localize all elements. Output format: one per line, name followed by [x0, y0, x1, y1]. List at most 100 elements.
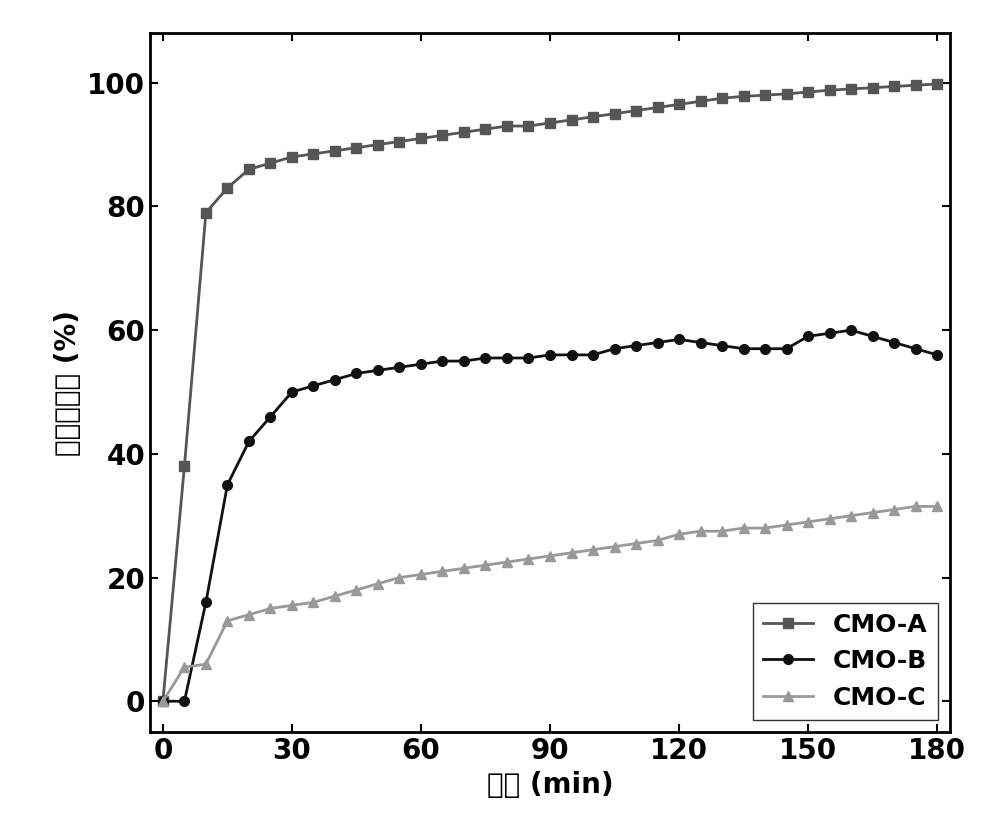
CMO-B	[845, 325, 857, 335]
CMO-A	[845, 84, 857, 94]
CMO-B	[350, 369, 362, 379]
CMO-C	[716, 526, 728, 536]
CMO-B	[264, 412, 276, 422]
CMO-B	[931, 350, 943, 360]
CMO-A	[544, 118, 556, 128]
CMO-B	[393, 362, 405, 372]
CMO-C	[329, 591, 341, 601]
CMO-A	[329, 146, 341, 156]
CMO-C	[910, 502, 922, 512]
CMO-A	[587, 111, 599, 121]
CMO-C	[845, 511, 857, 521]
CMO-A	[501, 121, 513, 131]
CMO-A	[695, 97, 707, 106]
CMO-B	[372, 365, 384, 375]
CMO-A	[738, 92, 750, 102]
Line: CMO-B: CMO-B	[158, 325, 942, 706]
CMO-A	[350, 143, 362, 153]
CMO-A	[910, 80, 922, 90]
CMO-B	[910, 344, 922, 354]
CMO-C	[286, 601, 298, 611]
CMO-A	[221, 183, 233, 193]
CMO-A	[566, 115, 578, 125]
CMO-A	[888, 82, 900, 92]
CMO-C	[673, 529, 685, 539]
X-axis label: 时间 (min): 时间 (min)	[487, 770, 613, 799]
CMO-C	[824, 514, 836, 524]
CMO-C	[738, 523, 750, 533]
CMO-B	[652, 338, 664, 348]
CMO-C	[264, 603, 276, 613]
CMO-B	[243, 437, 255, 447]
CMO-B	[329, 374, 341, 384]
CMO-B	[544, 350, 556, 360]
Y-axis label: 甲苯转化率 (%): 甲苯转化率 (%)	[54, 310, 82, 456]
CMO-C	[415, 569, 427, 579]
CMO-C	[372, 579, 384, 589]
CMO-A	[200, 208, 212, 218]
CMO-B	[824, 329, 836, 339]
CMO-C	[436, 567, 448, 577]
CMO-C	[759, 523, 771, 533]
CMO-C	[566, 547, 578, 557]
CMO-C	[307, 597, 319, 607]
CMO-C	[888, 504, 900, 514]
CMO-A	[802, 87, 814, 97]
CMO-B	[566, 350, 578, 360]
CMO-B	[200, 597, 212, 607]
CMO-A	[479, 124, 491, 134]
CMO-A	[931, 79, 943, 89]
CMO-C	[781, 520, 793, 530]
CMO-B	[178, 696, 190, 706]
CMO-A	[867, 82, 879, 92]
CMO-B	[695, 338, 707, 348]
CMO-C	[243, 610, 255, 620]
CMO-C	[178, 662, 190, 672]
CMO-A	[157, 696, 169, 706]
CMO-C	[931, 502, 943, 512]
CMO-B	[716, 340, 728, 350]
CMO-B	[609, 344, 621, 354]
CMO-A	[652, 102, 664, 112]
CMO-C	[630, 538, 642, 548]
CMO-B	[501, 353, 513, 363]
CMO-C	[501, 557, 513, 567]
CMO-A	[522, 121, 534, 131]
CMO-C	[609, 542, 621, 552]
CMO-C	[867, 508, 879, 518]
CMO-A	[458, 127, 470, 137]
CMO-B	[888, 338, 900, 348]
CMO-A	[609, 109, 621, 119]
CMO-A	[393, 136, 405, 146]
CMO-C	[652, 536, 664, 546]
CMO-B	[738, 344, 750, 354]
CMO-A	[630, 106, 642, 116]
CMO-B	[436, 356, 448, 366]
CMO-B	[867, 331, 879, 341]
CMO-B	[673, 334, 685, 344]
CMO-A	[824, 85, 836, 95]
CMO-A	[307, 149, 319, 159]
CMO-B	[781, 344, 793, 354]
CMO-A	[372, 140, 384, 150]
Line: CMO-C: CMO-C	[158, 502, 942, 706]
CMO-B	[157, 696, 169, 706]
CMO-B	[458, 356, 470, 366]
CMO-C	[522, 554, 534, 564]
CMO-C	[479, 560, 491, 570]
CMO-B	[522, 353, 534, 363]
CMO-C	[695, 526, 707, 536]
CMO-B	[759, 344, 771, 354]
CMO-C	[221, 616, 233, 626]
CMO-B	[802, 331, 814, 341]
CMO-C	[157, 696, 169, 706]
CMO-A	[781, 89, 793, 99]
CMO-B	[415, 359, 427, 369]
CMO-B	[286, 387, 298, 397]
Legend: CMO-A, CMO-B, CMO-C: CMO-A, CMO-B, CMO-C	[753, 602, 938, 720]
CMO-B	[221, 480, 233, 490]
CMO-C	[802, 517, 814, 527]
CMO-A	[178, 461, 190, 471]
CMO-A	[716, 93, 728, 103]
CMO-A	[415, 133, 427, 143]
